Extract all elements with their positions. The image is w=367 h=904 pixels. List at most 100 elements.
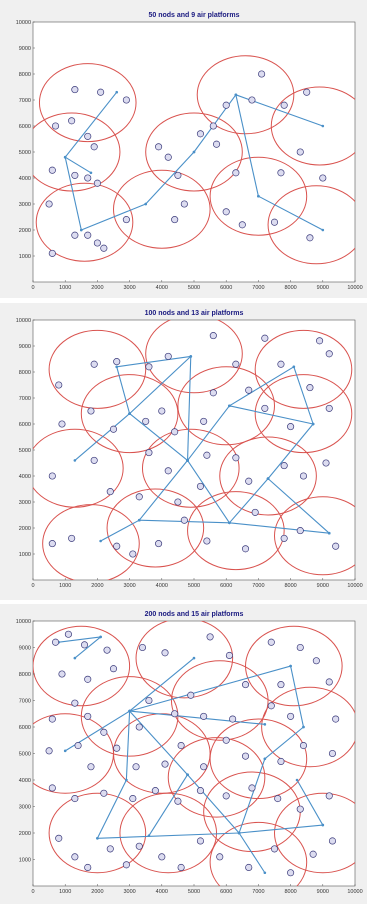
link-endpoint [237,831,241,835]
link-endpoint [144,202,147,206]
ground-node [203,537,211,545]
ground-node [322,459,330,467]
ground-node [138,643,147,652]
link-line [74,636,101,659]
ground-node [122,96,130,104]
link-endpoint [115,90,119,94]
link-line [58,636,101,643]
ground-node [248,96,256,104]
link-line [148,774,189,836]
ground-node [319,174,327,182]
link-endpoint [115,365,119,369]
y-tick-label: 4000 [19,176,31,182]
ground-node [261,404,269,412]
link-endpoint [266,477,270,480]
ground-node [270,218,279,226]
x-tick-label: 0 [31,889,34,895]
link-line [116,355,191,368]
ground-node [222,736,230,744]
ground-node [325,404,333,412]
ground-node [299,742,308,750]
x-tick-label: 7000 [252,285,264,291]
link-endpoint [89,171,93,175]
link-line [290,665,305,728]
ground-node [245,386,253,394]
ground-node [71,86,79,94]
ground-node [212,140,221,148]
link-endpoint [63,749,67,753]
ground-node [109,665,118,673]
link-line [235,94,259,197]
link-line [116,366,131,414]
ground-node [316,337,324,345]
y-tick-label: 8000 [19,72,31,78]
ground-node [145,696,153,705]
link-endpoint [147,834,151,837]
chart-panel-200-nodes: 200 nods and 15 air platforms 0 1000 2000 30… [0,604,367,904]
ground-node [258,70,266,78]
ground-node [58,420,66,428]
x-tick-label: 5000 [188,583,200,589]
x-tick-label: 2000 [91,889,103,895]
ground-node [309,850,317,858]
link-line [187,460,230,524]
coverage-circle [209,718,308,800]
chart-title: 100 nods and 13 air platforms [145,310,244,317]
y-tick-label: 2000 [19,831,31,837]
coverage-circle [254,329,353,409]
ground-node [100,244,108,252]
x-tick-label: 10000 [347,583,362,589]
ground-node [48,472,56,480]
coverage-circle [106,488,205,568]
link-endpoint [289,664,292,668]
link-line [187,405,230,461]
x-tick-label: 6000 [220,285,232,291]
ground-node [74,742,82,750]
ground-node [48,784,56,792]
ground-node [103,646,111,654]
ground-node [241,752,250,760]
link-line [293,366,314,425]
ground-node [58,670,66,678]
coverage-circle [35,182,134,262]
coverage-circle [274,792,355,874]
link-endpoint [295,778,299,782]
ground-node [161,649,169,657]
plot-contents [33,621,355,886]
y-tick-label: 5000 [19,150,31,156]
coverage-circle [42,504,140,580]
y-tick-label: 2000 [19,526,31,532]
coverage-circle [270,86,355,166]
ground-node [48,166,56,174]
ground-node [93,239,101,247]
ground-node [84,132,92,140]
ground-node [287,869,295,877]
ground-node [287,712,295,720]
link-endpoint [228,404,231,408]
link-endpoint [80,228,83,232]
ground-node [203,451,211,459]
x-tick-label: 8000 [284,889,296,895]
coverage-circle [177,366,275,446]
ground-node [280,101,288,109]
ground-node [135,493,143,501]
ground-node [216,853,224,861]
ground-node [245,863,253,872]
x-tick-label: 1000 [59,889,71,895]
link-endpoint [263,757,267,761]
ground-node [87,407,95,415]
link-endpoint [128,709,131,713]
coverage-circle [141,428,240,508]
ground-node [64,630,72,638]
x-tick-label: 3000 [123,285,135,291]
y-tick-label: 10000 [16,619,31,625]
link-endpoint [327,531,331,535]
x-tick-label: 8000 [284,285,296,291]
chart-panel-50-nodes: 50 nods and 9 air platforms 0 1000 2000 3000… [0,0,367,298]
ground-node [174,171,182,179]
link-endpoint [311,422,315,426]
link-endpoint [234,93,238,97]
ground-node [287,423,295,431]
ground-node [200,417,208,425]
ground-node [267,638,275,646]
